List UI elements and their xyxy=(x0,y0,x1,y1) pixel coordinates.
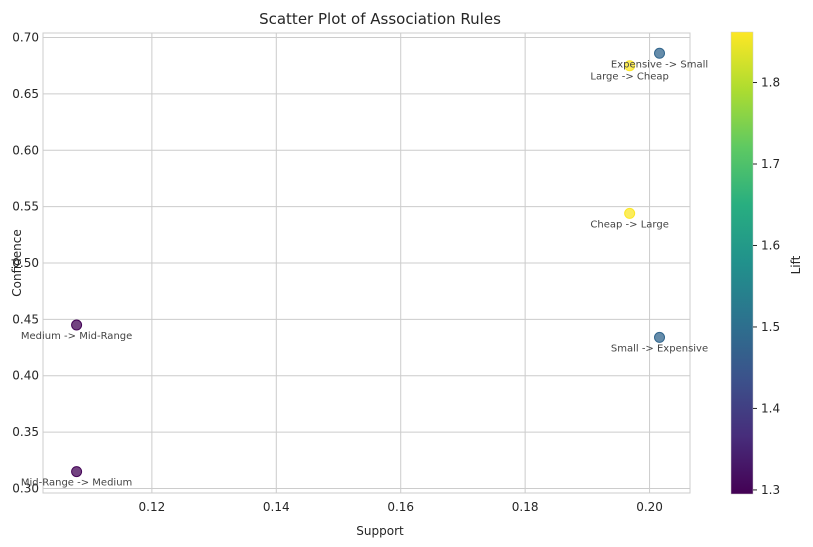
colorbar-tick-label: 1.7 xyxy=(761,157,780,171)
y-tick-label: 0.45 xyxy=(12,312,39,326)
x-axis-label: Support xyxy=(356,524,404,538)
scatter-point xyxy=(654,331,666,343)
y-tick-label: 0.60 xyxy=(12,143,39,157)
point-label: Medium -> Mid-Range xyxy=(21,331,132,342)
point-label: Expensive -> Small xyxy=(611,59,708,70)
x-axis-ticks: 0.12 0.14 0.16 0.18 0.20 xyxy=(139,500,663,514)
x-tick-label: 0.12 xyxy=(139,500,166,514)
x-tick-label: 0.14 xyxy=(263,500,290,514)
grid-lines xyxy=(43,33,690,493)
colorbar-tick-label: 1.8 xyxy=(761,76,780,90)
x-tick-label: 0.20 xyxy=(636,500,663,514)
colorbar-ticks: 1.3 1.4 1.5 1.6 1.7 1.8 xyxy=(753,76,780,497)
y-tick-label: 0.35 xyxy=(12,425,39,439)
point-label: Small -> Expensive xyxy=(611,343,708,354)
point-label: Large -> Cheap xyxy=(590,72,668,83)
colorbar-tick-label: 1.3 xyxy=(761,483,780,497)
y-axis-ticks: 0.30 0.35 0.40 0.45 0.50 0.55 0.60 0.65 0.70 xyxy=(12,31,39,496)
colorbar-tick-label: 1.5 xyxy=(761,320,780,334)
scatter-point xyxy=(624,60,636,72)
data-points xyxy=(71,47,666,478)
scatter-point xyxy=(71,466,83,478)
y-tick-label: 0.65 xyxy=(12,87,39,101)
plot-frame xyxy=(42,32,691,494)
colorbar-label: Lift xyxy=(789,255,803,274)
scatter-point xyxy=(71,319,83,331)
scatter-point xyxy=(624,207,636,219)
y-tick-label: 0.50 xyxy=(12,256,39,270)
colorbar-tick-label: 1.4 xyxy=(761,401,780,415)
y-tick-label: 0.55 xyxy=(12,200,39,214)
y-tick-label: 0.70 xyxy=(12,31,39,45)
colorbar-tick-label: 1.6 xyxy=(761,238,780,252)
scatter-point xyxy=(654,47,666,59)
chart-title: Scatter Plot of Association Rules xyxy=(259,10,501,28)
y-axis-label: Confidence xyxy=(10,229,24,296)
y-tick-label: 0.40 xyxy=(12,369,39,383)
point-label: Mid-Range -> Medium xyxy=(21,478,132,489)
colorbar xyxy=(730,31,754,495)
x-tick-label: 0.16 xyxy=(387,500,414,514)
point-label: Cheap -> Large xyxy=(590,219,668,230)
y-tick-label: 0.30 xyxy=(12,481,39,495)
point-labels: Expensive -> Small Large -> Cheap Cheap ->… xyxy=(21,59,708,488)
x-tick-label: 0.18 xyxy=(512,500,539,514)
